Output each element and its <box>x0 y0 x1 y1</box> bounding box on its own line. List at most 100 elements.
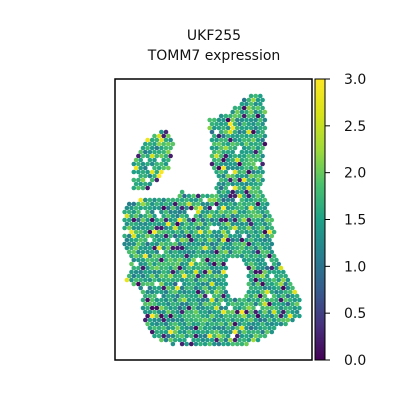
spot-point <box>186 297 192 303</box>
spot-point <box>159 161 164 167</box>
spot-point <box>191 305 196 311</box>
spot-point <box>189 309 194 315</box>
spot-point <box>276 261 282 267</box>
spot-point <box>172 305 178 311</box>
spot-point <box>216 269 222 275</box>
spot-point <box>239 213 245 219</box>
spot-point <box>214 289 219 295</box>
spot-point <box>251 337 256 343</box>
spot-point <box>214 241 219 247</box>
spot-point <box>200 305 206 311</box>
spot-point <box>218 113 224 119</box>
spot-point <box>156 205 162 211</box>
spot-point <box>241 241 247 247</box>
spot-point <box>163 217 169 223</box>
spot-point <box>248 237 254 243</box>
spot-point <box>246 153 252 159</box>
spot-point <box>136 273 141 279</box>
spot-point <box>191 201 196 207</box>
spot-point <box>264 201 270 207</box>
spot-point <box>228 201 233 207</box>
spot-point <box>251 289 256 295</box>
spot-point <box>218 209 224 215</box>
spot-point <box>281 277 286 283</box>
spot-point <box>170 277 176 283</box>
spot-point <box>248 181 254 187</box>
spot-point <box>271 301 277 307</box>
spot-point <box>172 217 178 223</box>
spot-point <box>145 297 150 303</box>
spot-point <box>223 113 229 119</box>
spot-point <box>186 217 192 223</box>
spot-point <box>179 317 185 323</box>
spot-point <box>143 205 148 211</box>
spot-point <box>154 257 160 263</box>
spot-point <box>230 213 235 219</box>
spot-point <box>255 113 261 119</box>
spot-point <box>126 217 132 223</box>
spot-point <box>193 309 199 315</box>
spot-point <box>159 209 164 215</box>
spot-point <box>149 209 155 215</box>
spot-point <box>161 333 166 339</box>
spot-point <box>189 269 194 275</box>
spot-point <box>152 165 157 171</box>
spot-point <box>168 321 173 327</box>
spot-point <box>267 317 272 323</box>
spot-point <box>237 321 242 327</box>
spot-point <box>205 265 210 271</box>
spot-point <box>262 229 268 235</box>
spot-point <box>255 129 261 135</box>
spot-point <box>216 165 222 171</box>
spot-point <box>218 201 224 207</box>
spot-point <box>241 297 247 303</box>
spot-point <box>193 301 199 307</box>
spot-point <box>271 293 277 299</box>
spot-point <box>209 257 215 263</box>
spot-point <box>163 297 169 303</box>
spot-point <box>145 233 150 239</box>
spot-point <box>177 273 183 279</box>
spot-point <box>237 217 242 223</box>
spot-point <box>202 317 208 323</box>
spot-point <box>175 221 180 227</box>
spot-point <box>184 293 189 299</box>
spot-point <box>262 221 268 227</box>
spot-point <box>253 309 258 315</box>
spot-point <box>179 189 185 195</box>
spot-point <box>136 265 141 271</box>
spot-point <box>189 285 194 291</box>
spot-point <box>166 141 171 147</box>
spot-point <box>260 153 265 159</box>
spot-point <box>186 321 192 327</box>
spot-point <box>255 337 261 343</box>
spot-point <box>205 233 210 239</box>
spot-point <box>154 137 160 143</box>
spot-point <box>232 225 238 231</box>
spot-point <box>230 253 235 259</box>
spot-point <box>198 261 203 267</box>
spot-point <box>214 305 219 311</box>
spot-point <box>186 281 192 287</box>
spot-point <box>232 153 238 159</box>
spot-point <box>218 297 224 303</box>
spot-point <box>168 329 173 335</box>
spot-point <box>269 305 275 311</box>
spot-point <box>221 141 226 147</box>
spot-point <box>218 241 224 247</box>
spot-point <box>218 321 224 327</box>
spot-point <box>166 213 171 219</box>
spot-point <box>207 341 212 347</box>
spot-point <box>269 289 275 295</box>
spot-point <box>189 341 194 347</box>
spot-point <box>260 145 265 151</box>
spot-point <box>163 209 169 215</box>
spot-point <box>212 157 217 163</box>
spot-point <box>124 221 130 227</box>
spot-point <box>184 317 189 323</box>
spot-point <box>149 241 155 247</box>
spot-point <box>138 173 143 179</box>
spot-point <box>172 289 178 295</box>
spot-point <box>131 185 137 191</box>
spot-point <box>237 153 242 159</box>
